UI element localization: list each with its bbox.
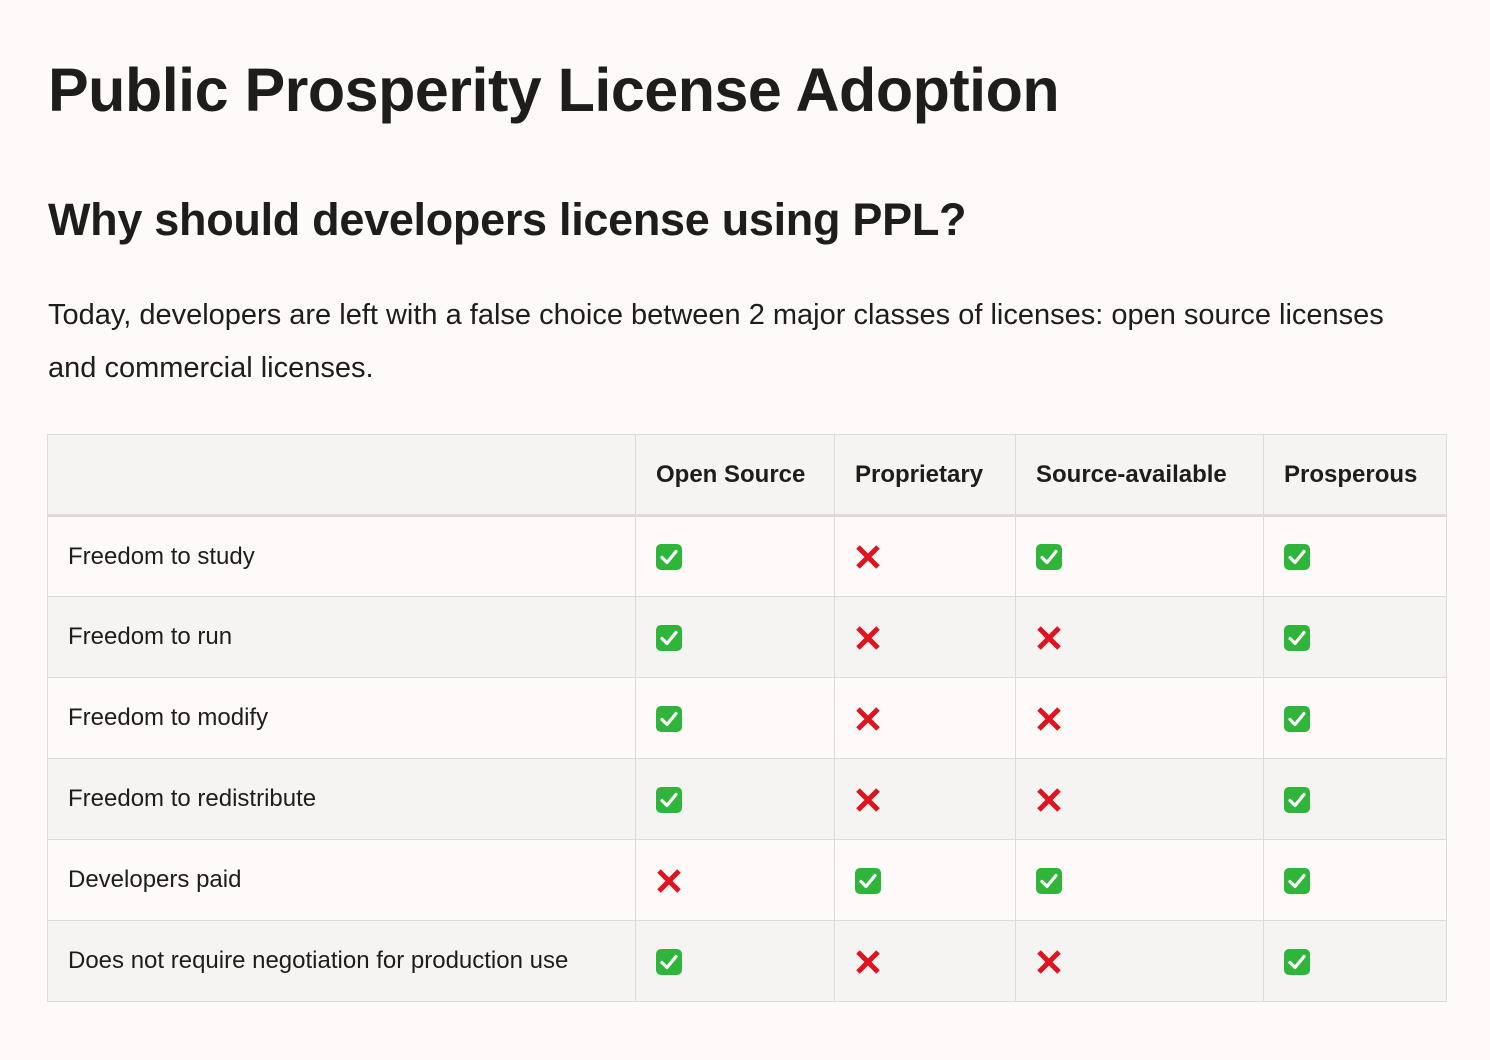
- cell-prosperous: [1263, 758, 1447, 840]
- cross-mark-icon: [855, 787, 881, 813]
- license-comparison-table: Open Source Proprietary Source-available…: [47, 434, 1447, 1002]
- row-label: Freedom to study: [47, 515, 636, 597]
- table-row: Developers paid: [47, 839, 1447, 921]
- row-label: Does not require negotiation for product…: [47, 920, 636, 1002]
- check-mark-button-icon: [656, 705, 682, 732]
- check-mark-button-icon: [656, 786, 682, 813]
- header-proprietary: Proprietary: [834, 434, 1016, 517]
- cell-proprietary: [834, 515, 1016, 597]
- check-mark-button-icon: [656, 948, 682, 975]
- cell-source-available: [1015, 677, 1264, 759]
- row-label: Freedom to redistribute: [47, 758, 636, 840]
- cell-proprietary: [834, 677, 1016, 759]
- row-label: Freedom to run: [47, 596, 636, 678]
- cross-mark-icon: [855, 706, 881, 732]
- cell-open-source: [635, 677, 835, 759]
- check-mark-button-icon: [855, 867, 881, 894]
- cell-proprietary: [834, 839, 1016, 921]
- cell-open-source: [635, 596, 835, 678]
- header-empty: [47, 434, 636, 517]
- cross-mark-icon: [855, 949, 881, 975]
- check-mark-button-icon: [1284, 948, 1310, 975]
- table-body: Freedom to study Freedom to run Freedom to…: [47, 515, 1447, 1002]
- header-prosperous: Prosperous: [1263, 434, 1447, 517]
- cell-open-source: [635, 515, 835, 597]
- header-source-available: Source-available: [1015, 434, 1264, 517]
- row-label: Freedom to modify: [47, 677, 636, 759]
- cell-proprietary: [834, 596, 1016, 678]
- check-mark-button-icon: [1036, 544, 1062, 571]
- cross-mark-icon: [1036, 625, 1062, 651]
- cell-source-available: [1015, 515, 1264, 597]
- cell-prosperous: [1263, 596, 1447, 678]
- cross-mark-icon: [855, 544, 881, 570]
- cross-mark-icon: [656, 868, 682, 894]
- cell-prosperous: [1263, 677, 1447, 759]
- check-mark-button-icon: [1284, 786, 1310, 813]
- check-mark-button-icon: [1036, 867, 1062, 894]
- row-label: Developers paid: [47, 839, 636, 921]
- check-mark-button-icon: [1284, 867, 1310, 894]
- section-heading: Why should developers license using PPL?: [48, 194, 967, 245]
- cell-open-source: [635, 839, 835, 921]
- cell-open-source: [635, 758, 835, 840]
- table-row: Freedom to study: [47, 515, 1447, 597]
- comparison-table-container: Open Source Proprietary Source-available…: [47, 434, 1447, 1002]
- check-mark-button-icon: [1284, 544, 1310, 571]
- check-mark-button-icon: [656, 544, 682, 571]
- cell-source-available: [1015, 758, 1264, 840]
- page-title: Public Prosperity License Adoption: [48, 56, 1060, 124]
- cross-mark-icon: [855, 625, 881, 651]
- cross-mark-icon: [1036, 787, 1062, 813]
- cell-open-source: [635, 920, 835, 1002]
- cell-prosperous: [1263, 839, 1447, 921]
- table-row: Freedom to run: [47, 596, 1447, 678]
- cross-mark-icon: [1036, 949, 1062, 975]
- table-row: Freedom to redistribute: [47, 758, 1447, 840]
- check-mark-button-icon: [1284, 705, 1310, 732]
- cell-prosperous: [1263, 920, 1447, 1002]
- table-header-row: Open Source Proprietary Source-available…: [47, 434, 1447, 517]
- cell-prosperous: [1263, 515, 1447, 597]
- header-open-source: Open Source: [635, 434, 835, 517]
- cell-source-available: [1015, 596, 1264, 678]
- cell-source-available: [1015, 920, 1264, 1002]
- check-mark-button-icon: [1284, 624, 1310, 651]
- intro-paragraph: Today, developers are left with a false …: [48, 299, 1384, 384]
- cell-proprietary: [834, 758, 1016, 840]
- table-row: Does not require negotiation for product…: [47, 920, 1447, 1002]
- cell-source-available: [1015, 839, 1264, 921]
- cell-proprietary: [834, 920, 1016, 1002]
- table-row: Freedom to modify: [47, 677, 1447, 759]
- cross-mark-icon: [1036, 706, 1062, 732]
- check-mark-button-icon: [656, 624, 682, 651]
